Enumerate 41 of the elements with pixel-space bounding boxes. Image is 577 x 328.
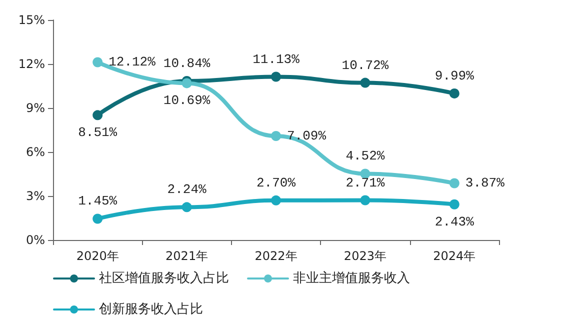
y-tick-label: 6%: [26, 145, 45, 159]
x-tick-label: 2021年: [166, 249, 208, 263]
data-label: 7.09%: [287, 128, 326, 144]
x-tick-label: 2022年: [254, 249, 298, 263]
y-tick-label: 12%: [18, 57, 45, 71]
legend-label: 社区增值服务收入占比: [99, 271, 229, 286]
point: [360, 78, 370, 88]
point: [92, 57, 103, 68]
data-label: 10.69%: [163, 93, 210, 108]
point: [271, 195, 281, 206]
point: [449, 178, 460, 188]
point: [92, 110, 103, 120]
data-label: 2.70%: [256, 175, 296, 190]
data-label: 3.87%: [465, 176, 505, 191]
x-tick-label: 2023年: [344, 249, 386, 263]
data-label: 8.51%: [78, 125, 118, 140]
data-label: 12.12%: [108, 54, 156, 70]
data-label: 2.43%: [434, 214, 474, 230]
data-label: 2.24%: [167, 182, 206, 198]
data-label: 1.45%: [78, 194, 118, 209]
point: [360, 195, 370, 206]
y-tick-label: 0%: [26, 233, 45, 247]
y-tick-label: 3%: [26, 189, 45, 203]
data-label: 9.99%: [434, 68, 474, 84]
data-label: 4.52%: [346, 148, 385, 164]
data-label: 2.71%: [346, 175, 385, 190]
point: [449, 88, 460, 98]
x-tick-label: 2020年: [76, 249, 119, 263]
point: [182, 202, 192, 212]
legend-label: 非业主增值服务收入: [293, 270, 410, 286]
data-label: 11.13%: [252, 52, 300, 67]
data-label: 10.84%: [163, 56, 210, 72]
x-tick-label: 2024年: [433, 249, 476, 263]
point: [449, 199, 460, 210]
point: [271, 72, 281, 82]
y-tick-label: 9%: [26, 101, 45, 115]
data-label: 10.72%: [342, 58, 389, 73]
point: [271, 131, 281, 142]
legend-label: 创新服务收入占比: [99, 302, 203, 317]
point: [92, 214, 103, 224]
y-tick-label: 15%: [18, 13, 45, 27]
